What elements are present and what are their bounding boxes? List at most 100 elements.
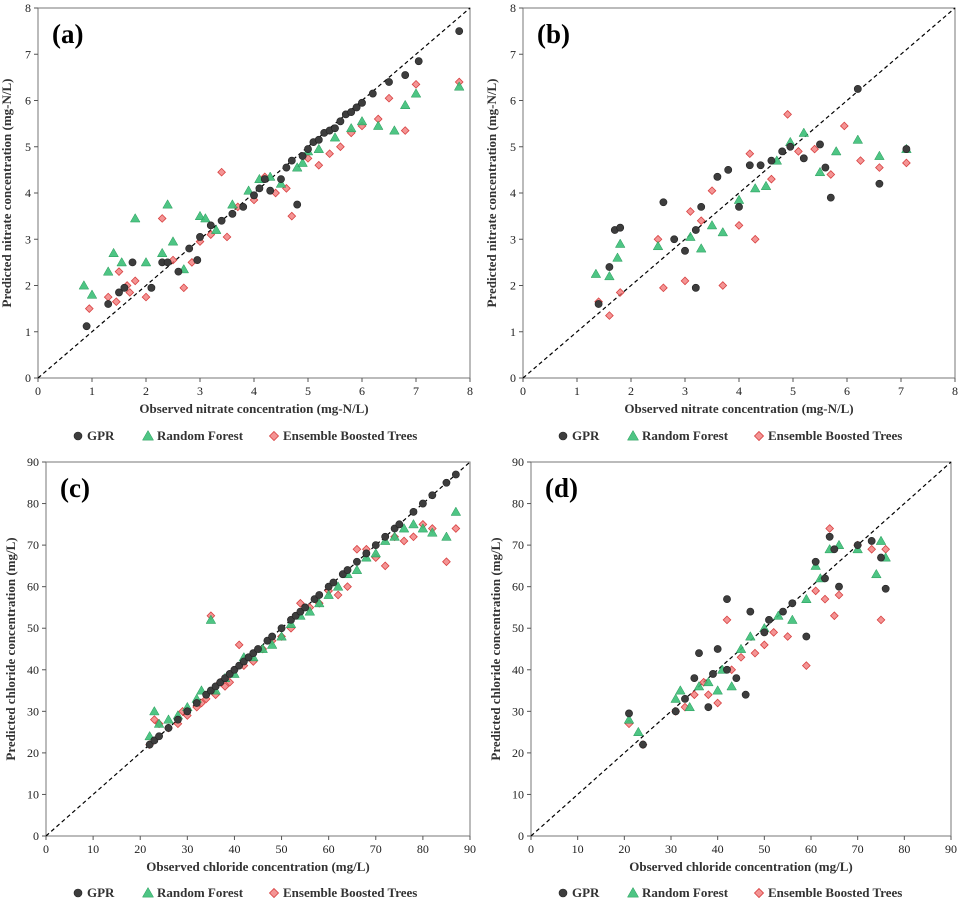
x-tick-label: 8 <box>467 384 473 398</box>
data-point <box>368 89 377 98</box>
x-tick-label: 5 <box>305 384 311 398</box>
x-axis-label: Observed chloride concentration (mg/L) <box>629 859 853 874</box>
data-point <box>820 594 830 604</box>
data-point <box>228 209 237 218</box>
data-point <box>266 186 275 195</box>
panel-d: 0 10 20 30 40 50 60 70 80 90 0 10 20 30 40 50 60 70 80 90 Ob… <box>488 455 957 900</box>
legend-marker-diamond <box>753 887 765 899</box>
y-tick-label: 4 <box>25 186 31 200</box>
data-point <box>266 639 278 649</box>
series-triangle <box>144 506 462 741</box>
data-point <box>297 157 308 167</box>
y-tick-label: 6 <box>25 94 31 108</box>
panel-a: 0 1 2 3 4 5 6 7 8 0 1 2 3 4 5 6 7 8 Observed nitrate conce… <box>0 1 473 443</box>
y-tick-label: 90 <box>512 455 524 469</box>
legend-label: Random Forest <box>157 885 244 900</box>
data-point <box>717 227 729 237</box>
data-point <box>103 292 113 302</box>
data-point <box>767 174 776 184</box>
data-point <box>612 252 623 262</box>
data-point <box>902 158 911 168</box>
data-point <box>712 685 723 695</box>
data-point <box>605 311 614 320</box>
data-point <box>799 154 808 163</box>
legend: GPR Random Forest Ensemble Boosted Trees <box>73 885 417 900</box>
data-point <box>734 221 744 230</box>
data-point <box>389 531 400 541</box>
data-point <box>875 179 884 188</box>
data-point <box>760 628 769 637</box>
data-point <box>329 132 341 142</box>
one-to-one-line <box>522 7 956 379</box>
x-tick-label: 8 <box>952 384 958 398</box>
data-point <box>183 707 192 716</box>
x-tick-label: 20 <box>618 842 630 856</box>
data-point <box>155 732 163 741</box>
legend: GPR Random Forest Ensemble Boosted Trees <box>558 885 902 900</box>
data-point <box>745 161 754 170</box>
data-point <box>82 322 91 331</box>
data-point <box>825 532 834 541</box>
legend-label: Ensemble Boosted Trees <box>283 428 417 443</box>
data-point <box>814 166 826 177</box>
data-point <box>835 582 843 591</box>
data-point <box>206 221 215 230</box>
data-point <box>351 564 363 574</box>
data-point <box>167 236 179 246</box>
data-point <box>881 544 891 554</box>
data-point <box>724 165 733 174</box>
data-point <box>594 300 603 308</box>
legend-label: Ensemble Boosted Trees <box>283 885 417 900</box>
y-axis-label: Predicted chloride concentration (mg/L) <box>488 537 503 760</box>
y-tick-label: 8 <box>25 1 31 15</box>
data-point <box>162 199 173 209</box>
data-point <box>345 122 357 133</box>
data-point <box>787 614 798 624</box>
data-point <box>750 234 760 244</box>
data-point <box>78 280 90 290</box>
data-point <box>451 470 460 479</box>
x-tick-label: 1 <box>574 384 580 398</box>
x-tick-label: 5 <box>790 384 796 398</box>
series-triangle <box>78 81 465 299</box>
panel-b: 0 1 2 3 4 5 6 7 8 0 1 2 3 4 5 6 7 8 Observed nitrate conce… <box>484 1 958 443</box>
y-tick-label: 20 <box>27 746 39 760</box>
x-axis-label: Observed chloride concentration (mg/L) <box>146 859 370 874</box>
data-point <box>723 595 731 604</box>
data-point <box>84 304 94 313</box>
data-point <box>362 549 371 558</box>
data-point <box>659 283 668 293</box>
data-point <box>877 553 885 562</box>
data-point <box>336 142 345 152</box>
data-point <box>902 145 911 153</box>
data-point <box>205 614 217 624</box>
data-point <box>329 578 338 587</box>
data-point <box>652 240 664 251</box>
y-tick-label: 60 <box>512 580 524 594</box>
legend-label: Ensemble Boosted Trees <box>768 885 902 900</box>
data-point <box>633 726 644 736</box>
data-point <box>291 162 303 172</box>
data-point <box>671 707 680 716</box>
data-point <box>372 120 384 130</box>
data-point <box>684 701 695 712</box>
data-point <box>227 199 238 209</box>
y-tick-label: 5 <box>25 140 31 154</box>
y-tick-label: 40 <box>27 663 39 677</box>
legend-label: GPR <box>572 885 600 900</box>
data-point <box>380 561 390 571</box>
data-point <box>876 615 886 625</box>
data-point <box>410 88 422 98</box>
data-point <box>234 640 244 650</box>
data-point <box>293 200 302 209</box>
y-tick-label: 50 <box>512 621 524 635</box>
data-point <box>826 170 836 179</box>
data-point <box>690 674 699 682</box>
data-point <box>129 213 141 223</box>
x-tick-label: 80 <box>898 842 910 856</box>
data-point <box>287 156 296 165</box>
data-point <box>834 590 844 600</box>
data-point <box>733 194 745 204</box>
legend-label: Random Forest <box>642 885 729 900</box>
data-point <box>681 246 689 255</box>
